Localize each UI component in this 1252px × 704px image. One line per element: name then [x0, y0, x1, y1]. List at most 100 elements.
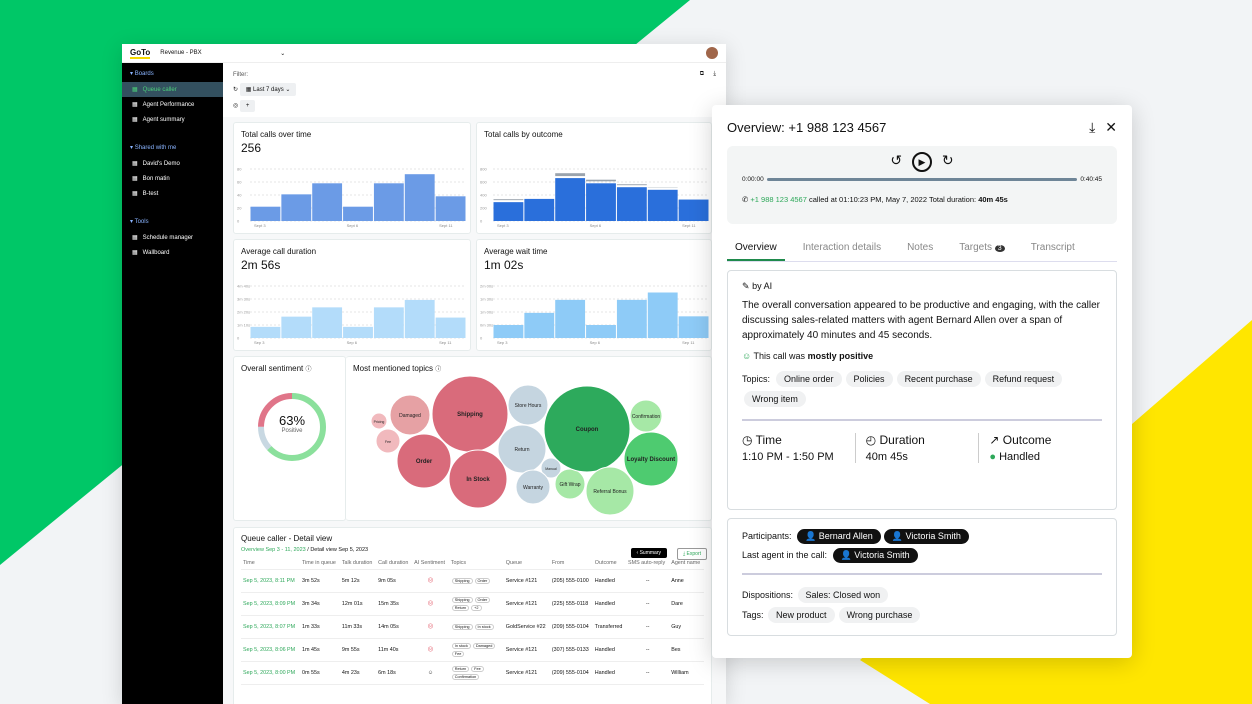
- bar[interactable]: [312, 307, 343, 338]
- bar[interactable]: [616, 187, 647, 221]
- time-link[interactable]: Sep 5, 2023, 8:06 PM: [241, 638, 300, 662]
- bar[interactable]: [647, 189, 678, 221]
- target-icon[interactable]: ◎: [233, 103, 239, 109]
- column-header-outcome[interactable]: Outcome: [592, 557, 626, 570]
- bar[interactable]: [616, 184, 647, 186]
- column-header-agent-name[interactable]: Agent name: [669, 557, 704, 570]
- copy-icon[interactable]: ⧉: [699, 71, 704, 77]
- bar[interactable]: [281, 194, 312, 221]
- participant-chip[interactable]: 👤 Bernard Allen: [797, 529, 881, 544]
- tab-interaction-details[interactable]: Interaction details: [802, 242, 882, 253]
- column-header-topics[interactable]: Topics: [448, 557, 504, 570]
- sidebar-section-boards[interactable]: ▾ Boards: [130, 71, 154, 77]
- column-header-time[interactable]: Time: [241, 557, 300, 570]
- table-row[interactable]: Sep 5, 2023, 8:09 PM 3m 34s 12m 01s 15m 35s…: [241, 592, 704, 616]
- topic-bubble-return[interactable]: Return: [497, 424, 547, 474]
- bar[interactable]: [524, 198, 555, 221]
- reset-icon[interactable]: ↻: [233, 87, 239, 93]
- time-link[interactable]: Sep 5, 2023, 8:11 PM: [241, 569, 300, 593]
- avatar[interactable]: [706, 47, 718, 59]
- download-icon[interactable]: ⤓: [713, 71, 716, 77]
- sidebar-item-agent-performance[interactable]: ▦ Agent Performance: [122, 97, 223, 112]
- add-filter-button[interactable]: +: [239, 100, 256, 112]
- bar[interactable]: [435, 196, 466, 221]
- play-button[interactable]: ▶: [912, 152, 932, 172]
- bar[interactable]: [343, 326, 373, 338]
- sidebar-section-shared-with-me[interactable]: ▾ Shared with me: [130, 145, 177, 151]
- topic-bubble-referral-bonus[interactable]: Referral Bonus: [585, 466, 635, 516]
- time-link[interactable]: Sep 5, 2023, 8:07 PM: [241, 615, 300, 639]
- bar[interactable]: [404, 299, 435, 338]
- tab-notes[interactable]: Notes: [907, 242, 934, 253]
- sidebar-item-david-s-demo[interactable]: ▦ David's Demo: [122, 156, 223, 171]
- topic-bubble-loyalty-discount[interactable]: Loyalty Discount: [623, 431, 679, 487]
- tab-targets[interactable]: Targets 3: [951, 236, 1012, 261]
- info-icon[interactable]: ⓘ: [305, 367, 312, 373]
- breadcrumb-overview[interactable]: Overview Sep 3 - 11, 2023: [241, 547, 306, 553]
- date-range-dropdown[interactable]: ▦ Last 7 days ⌄: [239, 83, 297, 96]
- bar[interactable]: [586, 325, 616, 338]
- column-header-from[interactable]: From: [549, 557, 593, 570]
- topic-bubble-in-stock[interactable]: In Stock: [448, 449, 508, 509]
- bar[interactable]: [404, 174, 435, 221]
- column-header-time-in-queue[interactable]: Time in queue: [299, 557, 340, 570]
- close-icon[interactable]: ✕: [1105, 119, 1117, 135]
- info-icon[interactable]: ⓘ: [435, 367, 442, 373]
- bar[interactable]: [555, 173, 586, 177]
- bar[interactable]: [373, 307, 404, 338]
- chevron-down-icon[interactable]: ⌄: [280, 50, 286, 57]
- last-agent-chip[interactable]: 👤 Victoria Smith: [832, 548, 918, 563]
- topic-bubble-pricing[interactable]: Pricing: [370, 412, 388, 430]
- topic-bubble-damaged[interactable]: Damaged: [389, 394, 431, 436]
- time-link[interactable]: Sep 5, 2023, 8:00 PM: [241, 661, 300, 685]
- topic-bubble-store-hours[interactable]: Store Hours: [507, 384, 549, 426]
- bar[interactable]: [586, 183, 616, 221]
- tab-overview[interactable]: Overview: [727, 236, 785, 261]
- progress-slider[interactable]: [766, 178, 1078, 181]
- rewind-10-icon[interactable]: ↺: [890, 152, 903, 168]
- bar[interactable]: [647, 292, 678, 339]
- table-row[interactable]: Sep 5, 2023, 8:00 PM 0m 55s 4m 23s 6m 18s ☺…: [241, 661, 704, 685]
- sidebar-item-schedule-manager[interactable]: ▦ Schedule manager: [122, 230, 223, 245]
- bar[interactable]: [373, 183, 404, 221]
- topic-bubble-confirmation[interactable]: Confirmation: [629, 399, 663, 433]
- topic-bubble-shipping[interactable]: Shipping: [431, 375, 509, 453]
- bar[interactable]: [343, 206, 373, 221]
- board-selector[interactable]: Revenue - PBX: [160, 50, 202, 56]
- bar[interactable]: [678, 199, 709, 221]
- bar[interactable]: [616, 299, 647, 338]
- caller-number[interactable]: +1 988 123 4567: [750, 195, 807, 204]
- sidebar-item-agent-summary[interactable]: ▦ Agent summary: [122, 112, 223, 127]
- bar[interactable]: [678, 316, 709, 338]
- column-header-talk-duration[interactable]: Talk duration: [339, 557, 377, 570]
- bar[interactable]: [250, 206, 281, 221]
- download-icon[interactable]: ⤓: [1089, 119, 1096, 135]
- bar[interactable]: [281, 316, 312, 338]
- column-header-sms-auto-reply[interactable]: SMS auto-reply: [626, 557, 670, 570]
- bar[interactable]: [555, 299, 586, 338]
- bar[interactable]: [524, 312, 555, 338]
- sidebar-section-tools[interactable]: ▾ Tools: [130, 219, 149, 225]
- forward-10-icon[interactable]: ↻: [941, 152, 954, 168]
- table-row[interactable]: Sep 5, 2023, 8:11 PM 3m 52s 5m 12s 9m 05s ☹…: [241, 569, 704, 593]
- participant-chip[interactable]: 👤 Victoria Smith: [883, 529, 969, 544]
- column-header-queue[interactable]: Queue: [503, 557, 550, 570]
- topic-bubble-fee[interactable]: Fee: [375, 428, 401, 454]
- bar[interactable]: [250, 326, 281, 338]
- bar[interactable]: [493, 202, 524, 221]
- bar[interactable]: [586, 179, 616, 182]
- topic-bubble-coupon[interactable]: Coupon: [543, 385, 631, 473]
- sentiment-segment-neutral[interactable]: [258, 393, 326, 461]
- summary-button[interactable]: ‹ Summary: [630, 548, 667, 558]
- export-button[interactable]: ⤓ Export: [676, 548, 707, 560]
- sentiment-segment-negative[interactable]: [258, 393, 326, 461]
- topic-bubble-manual[interactable]: Manual: [540, 457, 562, 479]
- bar[interactable]: [493, 199, 524, 201]
- sidebar-item-queue-caller[interactable]: ▦ Queue caller: [122, 82, 223, 97]
- topic-bubble-warranty[interactable]: Warranty: [515, 469, 551, 505]
- column-header-call-duration[interactable]: Call duration: [376, 557, 413, 570]
- time-link[interactable]: Sep 5, 2023, 8:09 PM: [241, 592, 300, 616]
- sidebar-item-b-test[interactable]: ▦ B-test: [122, 186, 223, 201]
- sidebar-item-bon-matin[interactable]: ▦ Bon matin: [122, 171, 223, 186]
- bar[interactable]: [555, 178, 586, 221]
